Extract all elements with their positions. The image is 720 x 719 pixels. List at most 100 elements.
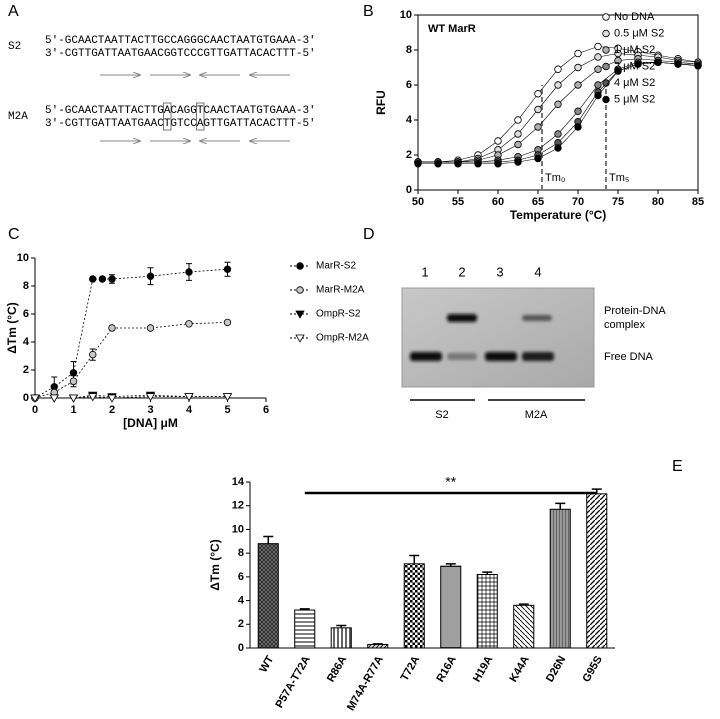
point	[574, 107, 582, 115]
legend-marker	[602, 29, 610, 38]
point	[534, 123, 542, 131]
x-tick-label: WT	[257, 654, 276, 675]
point	[30, 394, 40, 403]
legend-label: 1 μM S2	[614, 44, 655, 56]
point	[108, 275, 116, 283]
x-tick-label: 0	[32, 404, 38, 416]
y-tick-label: 2	[406, 149, 412, 161]
y-tick-label: 10	[232, 523, 244, 535]
bar	[403, 563, 425, 649]
legend-marker	[602, 46, 610, 54]
point	[185, 268, 193, 276]
x-tick-label: 3	[147, 404, 153, 416]
point	[223, 265, 232, 273]
point	[434, 160, 442, 168]
legend-marker	[602, 79, 610, 87]
x-tick-label: 50	[412, 196, 424, 208]
point	[185, 320, 193, 328]
legend-marker	[296, 286, 304, 294]
point	[574, 49, 582, 58]
x-tick-label: 4	[186, 404, 193, 416]
y-tick-label: 4	[406, 114, 413, 126]
legend-marker	[602, 95, 610, 104]
seq-bottom: 3′-CGTTGATTAATGAACTGTCCAGTTGATTACACTTT-5…	[45, 118, 316, 130]
y-tick-label: 2	[238, 618, 244, 630]
bar	[440, 565, 462, 649]
lane-label: 1	[421, 264, 428, 279]
legend-label: MarR-S2	[316, 261, 356, 272]
point	[534, 154, 542, 163]
point	[89, 350, 97, 359]
point	[674, 60, 682, 68]
legend-label: 4 μM S2	[614, 77, 655, 89]
x-tick-label: 75	[612, 196, 624, 208]
point	[594, 91, 602, 100]
group-label: M2A	[525, 409, 548, 421]
error-bar	[409, 554, 420, 564]
panel-label: D	[363, 226, 375, 243]
error-bar	[555, 502, 566, 510]
point	[222, 393, 233, 402]
point	[574, 63, 582, 72]
point	[514, 140, 522, 149]
tm-label: Tm₀	[545, 172, 565, 184]
legend-marker	[602, 13, 610, 21]
point	[98, 275, 107, 283]
gel	[401, 287, 595, 388]
band-label: complex	[604, 319, 645, 331]
legend-marker	[296, 262, 304, 270]
point	[554, 144, 562, 152]
point	[145, 393, 156, 402]
point	[534, 90, 542, 98]
y-tick-label: 14	[232, 476, 245, 488]
y-tick-label: 8	[23, 280, 29, 292]
x-tick-label: 80	[652, 196, 664, 208]
legend-marker	[295, 310, 305, 319]
y-tick-label: 0	[238, 642, 244, 654]
x-tick-label: G95S	[580, 654, 604, 684]
legend-label: No DNA	[614, 11, 655, 23]
point	[184, 393, 194, 402]
y-axis-label: ΔTm (°C)	[5, 302, 19, 353]
point	[554, 65, 562, 73]
point	[454, 160, 462, 168]
y-tick-label: 8	[238, 547, 244, 559]
point	[594, 42, 602, 51]
x-axis-label: Temperature (°C)	[510, 208, 607, 222]
x-tick-label: 70	[572, 196, 584, 208]
bar	[586, 493, 608, 649]
point	[614, 67, 622, 75]
x-tick-label: 85	[692, 196, 704, 208]
panel-label: C	[8, 226, 20, 243]
band-label: Protein-DNA	[604, 305, 666, 317]
x-tick-label: D26N	[544, 654, 568, 684]
point	[574, 123, 582, 131]
seq-name: M2A	[8, 111, 28, 123]
series-line	[34, 268, 228, 399]
point	[474, 160, 482, 168]
lane-label: 2	[458, 264, 465, 279]
legend-label: OmpR-S2	[316, 309, 361, 320]
y-tick-label: 8	[406, 44, 412, 56]
legend-label: 5 μM S2	[614, 93, 655, 105]
bar	[476, 573, 498, 649]
point	[554, 81, 562, 89]
x-tick-label: 1	[70, 404, 76, 416]
chart-title: WT MarR	[428, 23, 476, 35]
legend-label: OmpR-M2A	[316, 333, 369, 344]
point	[89, 275, 97, 283]
band-label: Free DNA	[604, 351, 654, 363]
y-axis-label: RFU	[374, 90, 388, 115]
point	[514, 116, 522, 124]
x-tick-label: 60	[492, 196, 504, 208]
legend-marker	[295, 334, 305, 343]
point	[574, 81, 582, 89]
legend-marker	[602, 62, 610, 71]
point	[534, 105, 542, 114]
significance-label: **	[445, 474, 456, 490]
x-tick-label: H19A	[471, 654, 495, 684]
panel-label: A	[8, 3, 19, 20]
point	[107, 394, 117, 403]
y-tick-label: 6	[238, 571, 244, 583]
